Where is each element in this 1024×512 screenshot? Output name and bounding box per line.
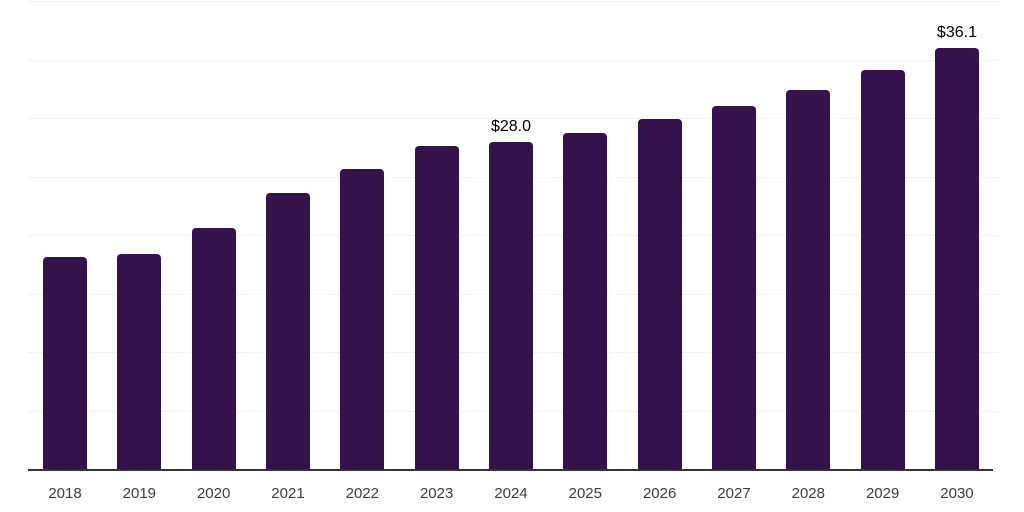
bar-2025	[563, 133, 608, 470]
bar-2024	[488, 142, 533, 470]
x-tick-label-2030: 2030	[940, 485, 974, 502]
bar-2023	[414, 145, 459, 470]
x-tick-label-2027: 2027	[717, 485, 751, 502]
x-tick-label-2025: 2025	[568, 485, 602, 502]
gridline-35	[28, 59, 998, 61]
x-tick-label-2023: 2023	[419, 485, 454, 502]
x-tick-label-2029: 2029	[865, 485, 900, 502]
bar-2028	[786, 89, 831, 470]
bar-2027	[711, 106, 756, 470]
x-tick-label-2020: 2020	[196, 485, 231, 502]
bar-2020	[191, 227, 236, 470]
bar-2019	[117, 253, 162, 470]
x-tick-label-2022: 2022	[345, 485, 379, 502]
x-axis-line	[28, 469, 993, 471]
bar-2018	[43, 257, 87, 470]
bar-2029	[860, 69, 905, 470]
x-tick-label-2026: 2026	[642, 485, 677, 502]
gridline-40	[28, 1, 998, 2]
x-tick-label-2024: 2024	[494, 485, 528, 502]
gridline-30	[28, 118, 998, 119]
value-label-2024: $28.0	[490, 118, 531, 136]
x-tick-label-2021: 2021	[271, 485, 305, 502]
bar-2022	[340, 169, 385, 470]
x-tick-label-2018: 2018	[48, 485, 82, 502]
bar-2021	[265, 192, 310, 470]
bar-2026	[637, 119, 682, 470]
x-tick-label-2019: 2019	[122, 485, 157, 502]
x-tick-label-2028: 2028	[791, 485, 825, 502]
value-label-2030: $36.1	[936, 23, 977, 41]
bar-2030	[934, 47, 979, 470]
